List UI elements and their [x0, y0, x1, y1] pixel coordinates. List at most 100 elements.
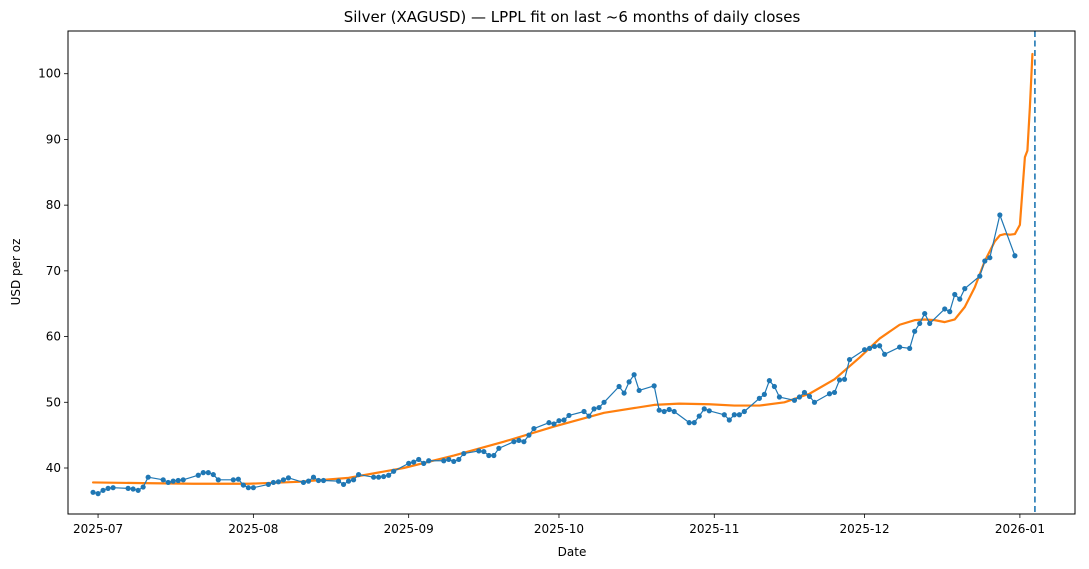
data-point [345, 478, 352, 484]
x-tick-label: 2025-12 [840, 522, 890, 536]
data-point [320, 477, 327, 484]
data-point [626, 379, 632, 385]
data-point [846, 356, 853, 363]
data-point [957, 296, 963, 302]
data-point [371, 474, 377, 480]
data-point [496, 445, 502, 451]
data-point [275, 479, 282, 485]
data-point [616, 383, 622, 390]
data-point [486, 452, 492, 459]
data-point [691, 420, 697, 426]
data-point [977, 273, 983, 279]
data-point [526, 432, 532, 438]
data-point [841, 376, 848, 382]
data-point [416, 456, 422, 463]
chart-title: Silver (XAGUSD) — LPPL fit on last ~6 mo… [344, 8, 801, 26]
data-point [776, 394, 783, 400]
data-point [391, 468, 397, 474]
data-point [962, 286, 968, 292]
data-point [651, 383, 657, 389]
data-point [556, 418, 562, 424]
y-tick-label: 80 [46, 198, 61, 212]
data-point [756, 395, 762, 401]
data-point [1012, 253, 1018, 259]
data-point [140, 484, 146, 490]
data-point [280, 477, 287, 483]
data-point [721, 412, 727, 418]
data-point [636, 387, 642, 394]
data-point [741, 408, 747, 415]
data-point [215, 477, 221, 483]
data-point [381, 473, 387, 480]
data-point [456, 456, 462, 463]
data-point [997, 212, 1003, 218]
data-point [596, 404, 602, 411]
data-point [791, 397, 798, 403]
data-point [922, 310, 928, 317]
data-point [195, 472, 201, 478]
data-point [861, 347, 868, 353]
data-point [917, 320, 923, 327]
data-point [942, 306, 948, 312]
data-point [927, 320, 933, 327]
data-point [230, 477, 236, 483]
data-point [110, 485, 116, 491]
data-point [811, 399, 818, 405]
y-tick-label: 40 [46, 461, 61, 475]
data-point [581, 408, 587, 415]
data-point [706, 408, 712, 414]
data-point [170, 478, 176, 484]
data-point [200, 470, 206, 476]
y-axis-ticks: 40 50 60 70 80 90 100 [38, 67, 68, 475]
y-tick-label: 60 [46, 330, 61, 344]
data-point [982, 258, 988, 264]
data-point [386, 472, 392, 478]
data-point [511, 439, 517, 445]
data-point [912, 328, 918, 334]
data-point [761, 391, 767, 397]
x-tick-label: 2026-01 [995, 522, 1045, 536]
data-point [771, 383, 778, 390]
data-point [270, 479, 277, 486]
data-point [766, 378, 772, 384]
x-tick-label: 2025-07 [73, 522, 123, 536]
data-point [305, 478, 312, 484]
data-point [736, 412, 742, 418]
data-point [240, 482, 246, 488]
axes-frame [67, 30, 1076, 515]
data-point [601, 399, 607, 405]
data-point [300, 479, 307, 486]
y-tick-label: 50 [46, 395, 61, 409]
data-point [521, 439, 527, 445]
data-point [877, 343, 883, 349]
data-point [801, 389, 808, 396]
data-point [451, 458, 457, 465]
data-point [175, 477, 181, 484]
data-point [100, 487, 106, 493]
data-point [731, 412, 737, 418]
data-point [947, 309, 953, 315]
data-point [130, 486, 136, 492]
data-point [701, 406, 707, 412]
data-point [836, 377, 843, 383]
data-point [265, 481, 271, 488]
plot-area [90, 31, 1036, 514]
data-point [987, 255, 993, 261]
data-point [125, 485, 131, 491]
data-point [696, 413, 702, 419]
data-point [355, 471, 362, 478]
data-point [350, 477, 357, 483]
data-point [656, 407, 662, 413]
data-point [476, 448, 482, 454]
data-point [826, 391, 833, 397]
x-axis-ticks: 2025-07 2025-08 2025-09 2025-10 2025-11 2025-… [73, 514, 1045, 536]
y-axis-title: USD per oz [9, 239, 23, 306]
data-point [491, 452, 497, 459]
data-point [551, 421, 557, 427]
x-tick-label: 2025-08 [228, 522, 278, 536]
data-point [210, 471, 216, 478]
daily-closes-layer [90, 212, 1018, 497]
data-point [285, 475, 292, 481]
data-point [897, 344, 903, 350]
